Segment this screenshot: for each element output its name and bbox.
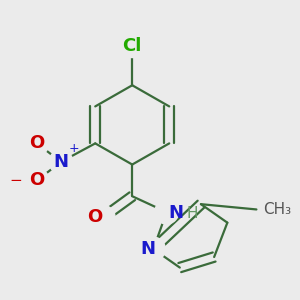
Text: −: − — [10, 173, 22, 188]
Text: O: O — [88, 208, 103, 226]
Text: O: O — [29, 134, 45, 152]
Circle shape — [25, 131, 49, 155]
Text: N: N — [53, 153, 68, 171]
Text: Cl: Cl — [123, 37, 142, 55]
Text: +: + — [69, 142, 80, 155]
Circle shape — [25, 169, 49, 192]
Text: N: N — [141, 240, 156, 258]
Circle shape — [142, 237, 165, 261]
Text: N: N — [168, 204, 183, 222]
Text: H: H — [186, 206, 198, 221]
Text: CH₃: CH₃ — [263, 202, 291, 217]
Circle shape — [91, 206, 115, 229]
Circle shape — [155, 200, 178, 224]
Circle shape — [49, 150, 73, 174]
Text: O: O — [29, 171, 45, 189]
Circle shape — [120, 34, 144, 58]
